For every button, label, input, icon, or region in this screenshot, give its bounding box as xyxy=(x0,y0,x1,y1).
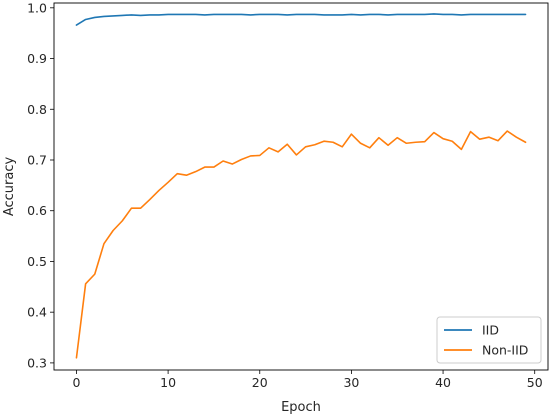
x-tick-label: 50 xyxy=(527,375,543,390)
y-tick-label: 0.6 xyxy=(27,203,47,218)
series-layer xyxy=(75,13,527,359)
x-tick-label: 0 xyxy=(72,375,80,390)
legend: IID Non-IID xyxy=(436,316,542,364)
x-tick-label: 40 xyxy=(435,375,451,390)
y-tick-label: 0.8 xyxy=(27,102,47,117)
series-line-non-iid xyxy=(75,130,527,359)
y-axis-label: Accuracy xyxy=(2,157,17,217)
legend-box xyxy=(436,316,542,364)
legend-label: Non-IID xyxy=(482,343,528,358)
x-tick-label: 10 xyxy=(160,375,176,390)
series-line-iid xyxy=(75,13,527,26)
x-tick-label: 20 xyxy=(252,375,268,390)
y-tick-label: 0.4 xyxy=(27,305,47,320)
axes-frame xyxy=(53,2,549,371)
y-tick-label: 0.5 xyxy=(27,254,47,269)
x-tick-label: 30 xyxy=(343,375,359,390)
y-tick-label: 0.3 xyxy=(27,355,47,370)
x-axis-label: Epoch xyxy=(281,400,321,415)
x-axis-ticks: 0 10 20 30 40 50 xyxy=(72,370,543,390)
y-axis-ticks: 0.3 0.4 0.5 0.6 0.7 0.8 0.9 1.0 xyxy=(27,0,54,370)
y-tick-label: 1.0 xyxy=(27,0,47,15)
y-tick-label: 0.9 xyxy=(27,51,47,66)
legend-label: IID xyxy=(482,323,499,338)
y-tick-label: 0.7 xyxy=(27,152,47,167)
